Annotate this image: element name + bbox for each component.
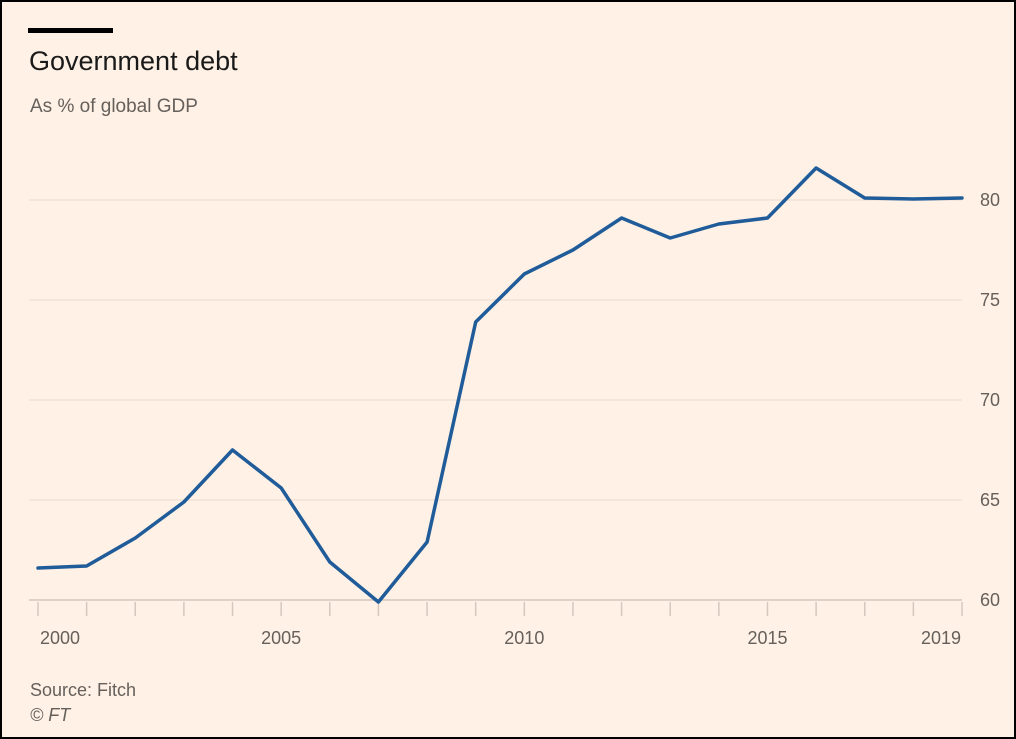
data-point-2006 (328, 560, 332, 564)
x-axis-labels: 2000 2005 2010 2015 2019 (40, 628, 961, 648)
chart-subtitle: As % of global GDP (30, 96, 198, 117)
data-point-2004 (231, 448, 235, 452)
data-point-2002 (133, 536, 137, 540)
data-point-2001 (85, 564, 89, 568)
data-point-2000 (36, 566, 40, 570)
data-point-2007 (376, 600, 380, 604)
data-point-2012 (620, 216, 624, 220)
data-point-2016 (814, 166, 818, 170)
data-point-2013 (668, 236, 672, 240)
data-point-2009 (474, 320, 478, 324)
copyright-note: © FT (30, 705, 71, 725)
data-point-2019 (960, 196, 964, 200)
x-tick-label-2019: 2019 (921, 628, 961, 648)
data-point-2008 (425, 540, 429, 544)
y-axis-labels: 60 65 70 75 80 (980, 190, 1000, 610)
y-tick-label-75: 75 (980, 290, 1000, 310)
data-point-2014 (717, 222, 721, 226)
data-point-2018 (911, 197, 915, 201)
data-point-2015 (765, 216, 769, 220)
source-note: Source: Fitch (30, 680, 137, 700)
x-tick-label-2005: 2005 (261, 628, 301, 648)
data-point-2011 (571, 248, 575, 252)
gridlines (29, 199, 962, 601)
x-tick-label-2015: 2015 (747, 628, 787, 648)
x-tick-label-2010: 2010 (504, 628, 544, 648)
y-tick-label-70: 70 (980, 390, 1000, 410)
data-point-2003 (182, 500, 186, 504)
series-layer (36, 166, 964, 604)
y-tick-label-65: 65 (980, 490, 1000, 510)
data-point-2005 (279, 486, 283, 490)
chart-title: Government debt (29, 46, 238, 76)
x-tick-label-2000: 2000 (40, 628, 80, 648)
header-accent-bar (28, 28, 113, 33)
y-tick-label-80: 80 (980, 190, 1000, 210)
x-axis-ticks (37, 602, 963, 616)
y-tick-label-60: 60 (980, 590, 1000, 610)
data-point-2017 (863, 196, 867, 200)
series-line-0 (36, 166, 964, 604)
data-point-2010 (522, 272, 526, 276)
